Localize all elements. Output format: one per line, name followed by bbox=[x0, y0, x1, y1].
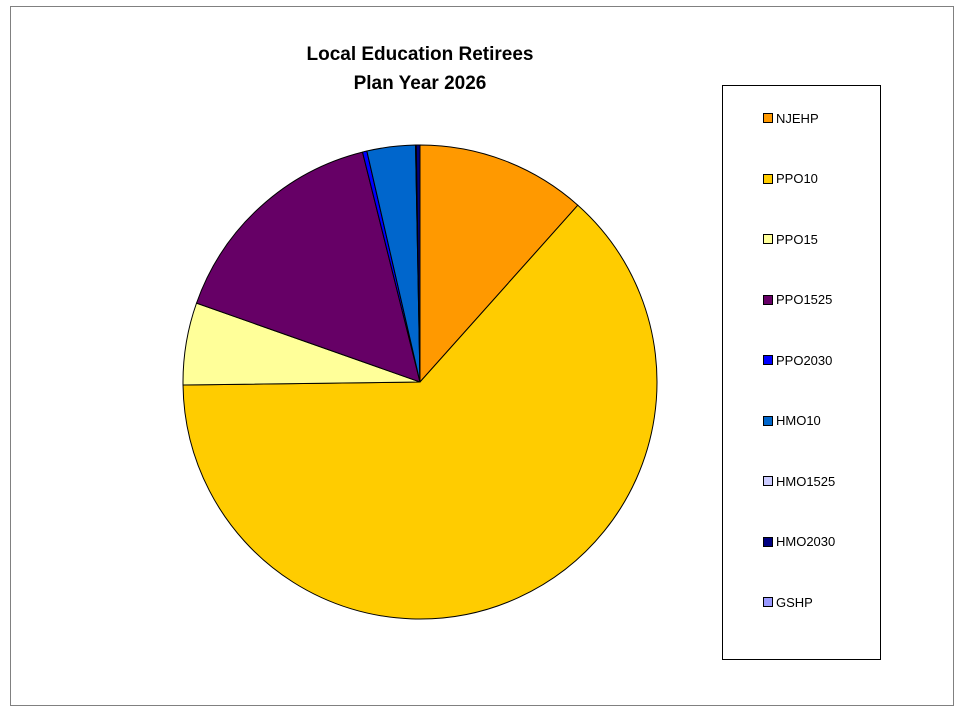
legend-swatch bbox=[763, 173, 773, 184]
legend-item-hmo10: HMO10 bbox=[763, 413, 821, 429]
legend-swatch bbox=[763, 415, 773, 426]
legend-item-ppo10: PPO10 bbox=[763, 171, 818, 187]
legend: NJEHP PPO10 PPO15 PPO1525 PPO2030 HMO10 HMO152… bbox=[722, 85, 881, 660]
legend-swatch bbox=[763, 113, 773, 123]
legend-swatch bbox=[763, 536, 773, 547]
chart-subtitle: Plan Year 2026 bbox=[353, 73, 487, 94]
legend-swatch bbox=[763, 294, 773, 305]
pie-slice-hmo2030 bbox=[415, 144, 421, 383]
legend-swatch bbox=[763, 355, 773, 365]
legend-label: PPO2030 bbox=[776, 352, 833, 368]
legend-swatch bbox=[763, 476, 773, 486]
legend-swatch bbox=[763, 597, 773, 607]
legend-label: HMO10 bbox=[776, 413, 821, 428]
legend-label: HMO2030 bbox=[776, 534, 836, 549]
legend-label: PPO10 bbox=[776, 171, 818, 186]
pie-slice-ppo1525 bbox=[196, 151, 421, 383]
legend-item-hmo2030: HMO2030 bbox=[763, 534, 835, 550]
pie-slice-njehp bbox=[419, 144, 579, 383]
legend-item-ppo15: PPO15 bbox=[763, 231, 818, 247]
chart-title-block: Local Education Retirees Plan Year 2026 bbox=[240, 40, 600, 98]
legend-item-hmo1525: HMO1525 bbox=[763, 473, 835, 489]
legend-label: NJEHP bbox=[776, 110, 819, 126]
chart-title: Local Education Retirees bbox=[306, 44, 534, 65]
pie-chart bbox=[182, 144, 658, 620]
legend-item-ppo2030: PPO2030 bbox=[763, 352, 832, 368]
legend-item-njehp: NJEHP bbox=[763, 110, 819, 126]
legend-label: PPO15 bbox=[776, 231, 818, 247]
legend-item-ppo1525: PPO1525 bbox=[763, 292, 832, 308]
pie-slice-ppo10 bbox=[182, 204, 658, 620]
legend-label: PPO1525 bbox=[776, 292, 833, 307]
legend-label: HMO1525 bbox=[776, 473, 836, 489]
legend-label: GSHP bbox=[776, 594, 813, 610]
legend-swatch bbox=[763, 234, 773, 244]
legend-item-gshp: GSHP bbox=[763, 594, 813, 610]
